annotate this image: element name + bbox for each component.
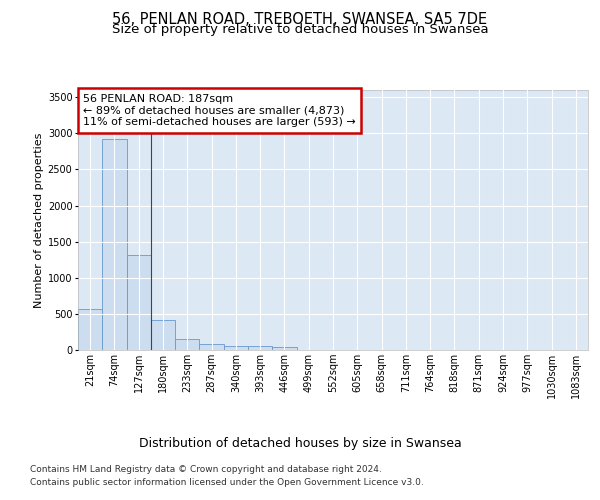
- Text: Distribution of detached houses by size in Swansea: Distribution of detached houses by size …: [139, 438, 461, 450]
- Text: Size of property relative to detached houses in Swansea: Size of property relative to detached ho…: [112, 24, 488, 36]
- Bar: [102, 139, 127, 350]
- Y-axis label: Number of detached properties: Number of detached properties: [34, 132, 44, 308]
- Bar: [272, 347, 296, 350]
- Bar: [151, 320, 175, 350]
- Text: Contains public sector information licensed under the Open Government Licence v3: Contains public sector information licen…: [30, 478, 424, 487]
- Bar: [224, 346, 248, 350]
- Bar: [199, 344, 224, 350]
- Bar: [127, 254, 151, 350]
- Bar: [78, 309, 102, 350]
- Text: 56, PENLAN ROAD, TREBOETH, SWANSEA, SA5 7DE: 56, PENLAN ROAD, TREBOETH, SWANSEA, SA5 …: [112, 12, 488, 28]
- Bar: [248, 346, 272, 350]
- Text: Contains HM Land Registry data © Crown copyright and database right 2024.: Contains HM Land Registry data © Crown c…: [30, 466, 382, 474]
- Bar: [175, 339, 199, 350]
- Text: 56 PENLAN ROAD: 187sqm
← 89% of detached houses are smaller (4,873)
11% of semi-: 56 PENLAN ROAD: 187sqm ← 89% of detached…: [83, 94, 356, 127]
